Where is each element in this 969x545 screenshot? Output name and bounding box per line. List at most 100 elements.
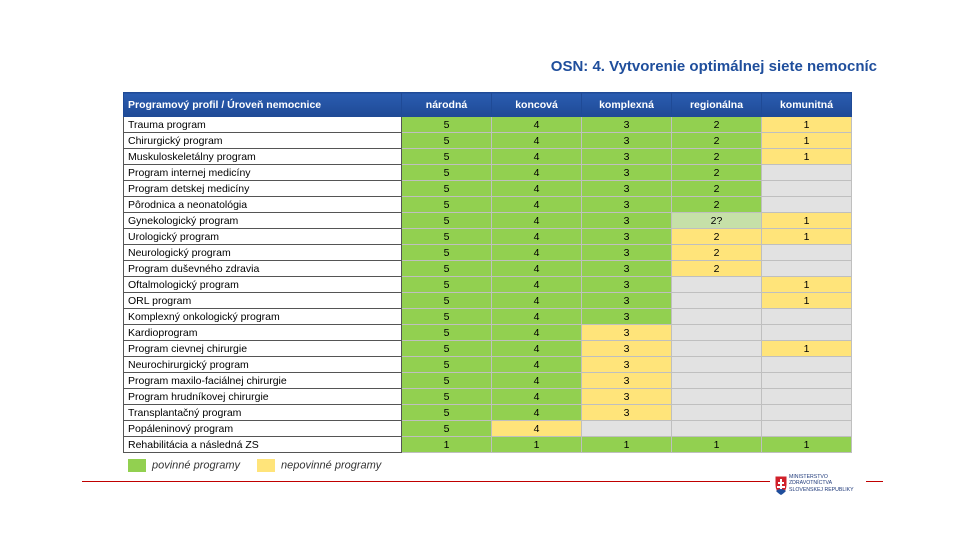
level-cell: 4 [491,132,582,149]
level-cell: 4 [491,244,582,261]
level-cell: 3 [581,356,672,373]
row-label: Komplexný onkologický program [123,308,402,325]
level-cell: 2 [671,244,762,261]
row-label: Oftalmologický program [123,276,402,293]
level-cell: 1 [491,436,582,453]
level-cell [761,196,852,213]
level-cell: 2 [671,116,762,133]
level-cell: 1 [761,276,852,293]
legend-swatch [128,459,146,472]
level-cell [581,420,672,437]
table-row: Transplantačný program 5 4 3 [123,404,852,421]
level-cell: 3 [581,260,672,277]
level-cell [671,340,762,357]
table-row: Program internej medicíny 5 4 3 2 [123,164,852,181]
level-cell: 3 [581,164,672,181]
row-label: Gynekologický program [123,212,402,229]
level-cell: 3 [581,292,672,309]
level-cell: 1 [761,212,852,229]
logo-line: ZDRAVOTNÍCTVA [789,480,833,487]
level-cell [671,276,762,293]
level-cell: 5 [401,340,492,357]
level-cell: 1 [761,116,852,133]
level-cell [761,388,852,405]
row-label: Chirurgický program [123,132,402,149]
level-cell: 3 [581,404,672,421]
table-row: Rehabilitácia a následná ZS 1 1 1 1 1 [123,436,852,453]
level-cell: 5 [401,388,492,405]
level-cell: 1 [761,436,852,453]
level-cell: 4 [491,324,582,341]
level-cell: 1 [761,148,852,165]
level-cell: 3 [581,196,672,213]
level-cell: 4 [491,228,582,245]
table-row: Komplexný onkologický program 5 4 3 [123,308,852,325]
level-cell: 2 [671,260,762,277]
level-cell: 3 [581,308,672,325]
level-cell [761,308,852,325]
level-cell: 2 [671,164,762,181]
legend-label: nepovinné programy [281,459,382,472]
level-cell: 4 [491,356,582,373]
table: Programový profil / Úroveň nemocnice náro… [123,92,852,453]
level-cell: 5 [401,404,492,421]
legend-swatch [257,459,275,472]
level-cell: 4 [491,404,582,421]
level-cell: 4 [491,388,582,405]
level-cell: 4 [491,260,582,277]
level-cell: 3 [581,116,672,133]
table-row: Urologický program 5 4 3 2 1 [123,228,852,245]
level-cell [761,404,852,421]
level-cell: 1 [401,436,492,453]
level-cell: 4 [491,180,582,197]
row-label: Muskuloskeletálny program [123,148,402,165]
logo-line: SLOVENSKEJ REPUBLIKY [789,486,854,493]
level-cell: 5 [401,164,492,181]
level-cell: 2? [671,212,762,229]
level-cell: 5 [401,132,492,149]
level-cell: 5 [401,228,492,245]
column-header: komplexná [581,92,672,117]
table-row: Program cievnej chirurgie 5 4 3 1 [123,340,852,357]
table-row: Neurochirurgický program 5 4 3 [123,356,852,373]
legend-label: povinné programy [152,459,241,472]
header-row: Programový profil / Úroveň nemocnice náro… [123,92,852,117]
logo-text: MINISTERSTVO ZDRAVOTNÍCTVA SLOVENSKEJ REPU… [789,474,854,493]
level-cell: 5 [401,244,492,261]
level-cell: 5 [401,356,492,373]
table-row: Muskuloskeletálny program 5 4 3 2 1 [123,148,852,165]
title: OSN: 4. Vytvorenie optimálnej siete nemo… [550,58,877,75]
level-cell [761,420,852,437]
column-header: Programový profil / Úroveň nemocnice [123,92,402,117]
level-cell: 2 [671,148,762,165]
table-row: Chirurgický program 5 4 3 2 1 [123,132,852,149]
level-cell [761,244,852,261]
table-row: Oftalmologický program 5 4 3 1 [123,276,852,293]
table-row: Popáleninový program 5 4 [123,420,852,437]
row-label: Popáleninový program [123,420,402,437]
level-cell: 3 [581,372,672,389]
level-cell [671,404,762,421]
level-cell: 5 [401,148,492,165]
row-label: ORL program [123,292,402,309]
row-label: Program internej medicíny [123,164,402,181]
column-header: regionálna [671,92,762,117]
row-label: Program detskej medicíny [123,180,402,197]
level-cell: 3 [581,340,672,357]
level-cell: 4 [491,148,582,165]
row-label: Program duševného zdravia [123,260,402,277]
level-cell [761,324,852,341]
table-row: Neurologický program 5 4 3 2 [123,244,852,261]
level-cell: 4 [491,276,582,293]
level-cell: 3 [581,324,672,341]
table-row: ORL program 5 4 3 1 [123,292,852,309]
level-cell [761,180,852,197]
level-cell [671,420,762,437]
level-cell: 3 [581,388,672,405]
table-row: Kardioprogram 5 4 3 [123,324,852,341]
row-label: Trauma program [123,116,402,133]
level-cell: 1 [761,292,852,309]
level-cell: 4 [491,196,582,213]
level-cell: 4 [491,420,582,437]
